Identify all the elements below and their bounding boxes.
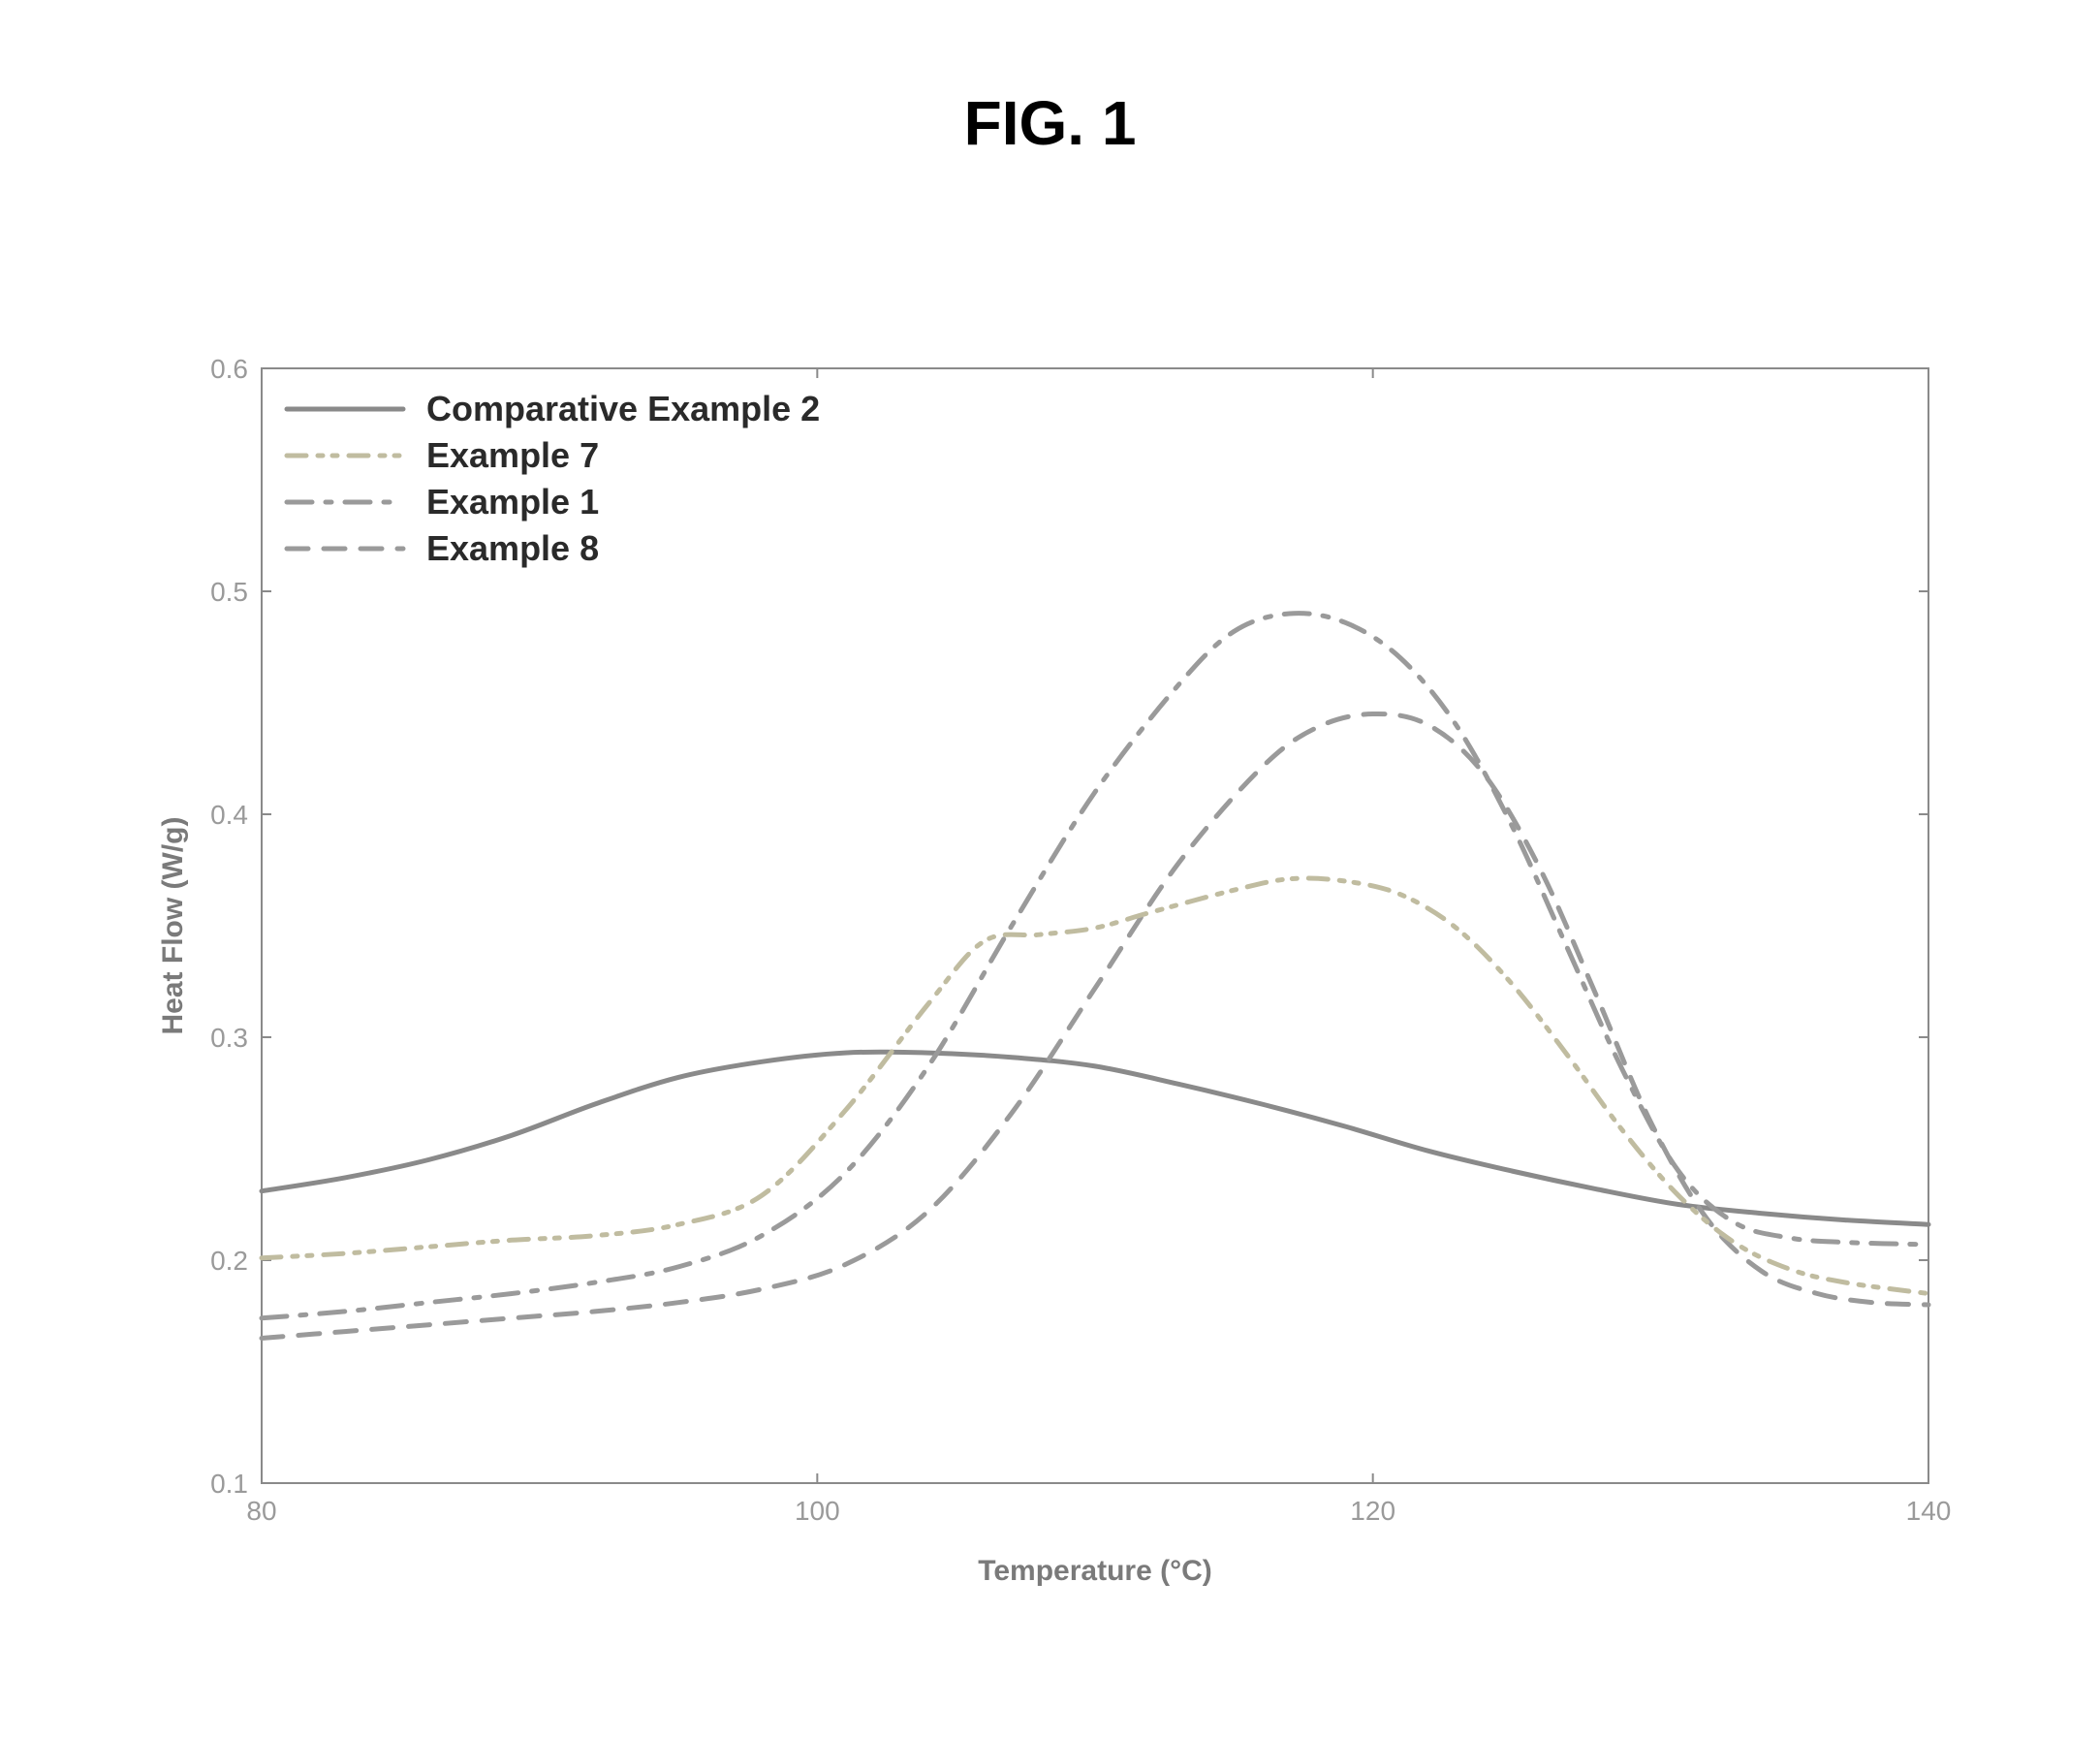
y-tick-label: 0.4 <box>210 800 248 830</box>
x-tick-label: 80 <box>246 1496 276 1526</box>
x-tick-label: 100 <box>795 1496 840 1526</box>
y-tick-label: 0.2 <box>210 1246 248 1276</box>
legend-label-ex8: Example 8 <box>426 528 599 568</box>
y-tick-label: 0.6 <box>210 354 248 384</box>
legend-label-ex1: Example 1 <box>426 482 599 522</box>
y-tick-label: 0.5 <box>210 577 248 607</box>
legend-label-ex7: Example 7 <box>426 435 599 475</box>
y-axis-label: Heat Flow (W/g) <box>157 817 189 1035</box>
x-axis-label: Temperature (°C) <box>978 1555 1211 1587</box>
chart-svg: 80 100 120 140 0.1 0.2 0.3 0.4 0.5 0.6 Temperature… <box>145 349 1958 1609</box>
page: FIG. 1 80 100 120 140 0.1 0.2 0.3 0.4 0.5 0.6 Temp… <box>0 0 2100 1740</box>
legend-label-comp2: Comparative Example 2 <box>426 389 820 428</box>
x-tick-label: 120 <box>1350 1496 1395 1526</box>
x-tick-label: 140 <box>1906 1496 1952 1526</box>
y-tick-label: 0.1 <box>210 1469 248 1499</box>
figure-title: FIG. 1 <box>0 87 2100 159</box>
dsc-chart: 80 100 120 140 0.1 0.2 0.3 0.4 0.5 0.6 Temperature… <box>145 349 1958 1609</box>
y-tick-label: 0.3 <box>210 1023 248 1053</box>
